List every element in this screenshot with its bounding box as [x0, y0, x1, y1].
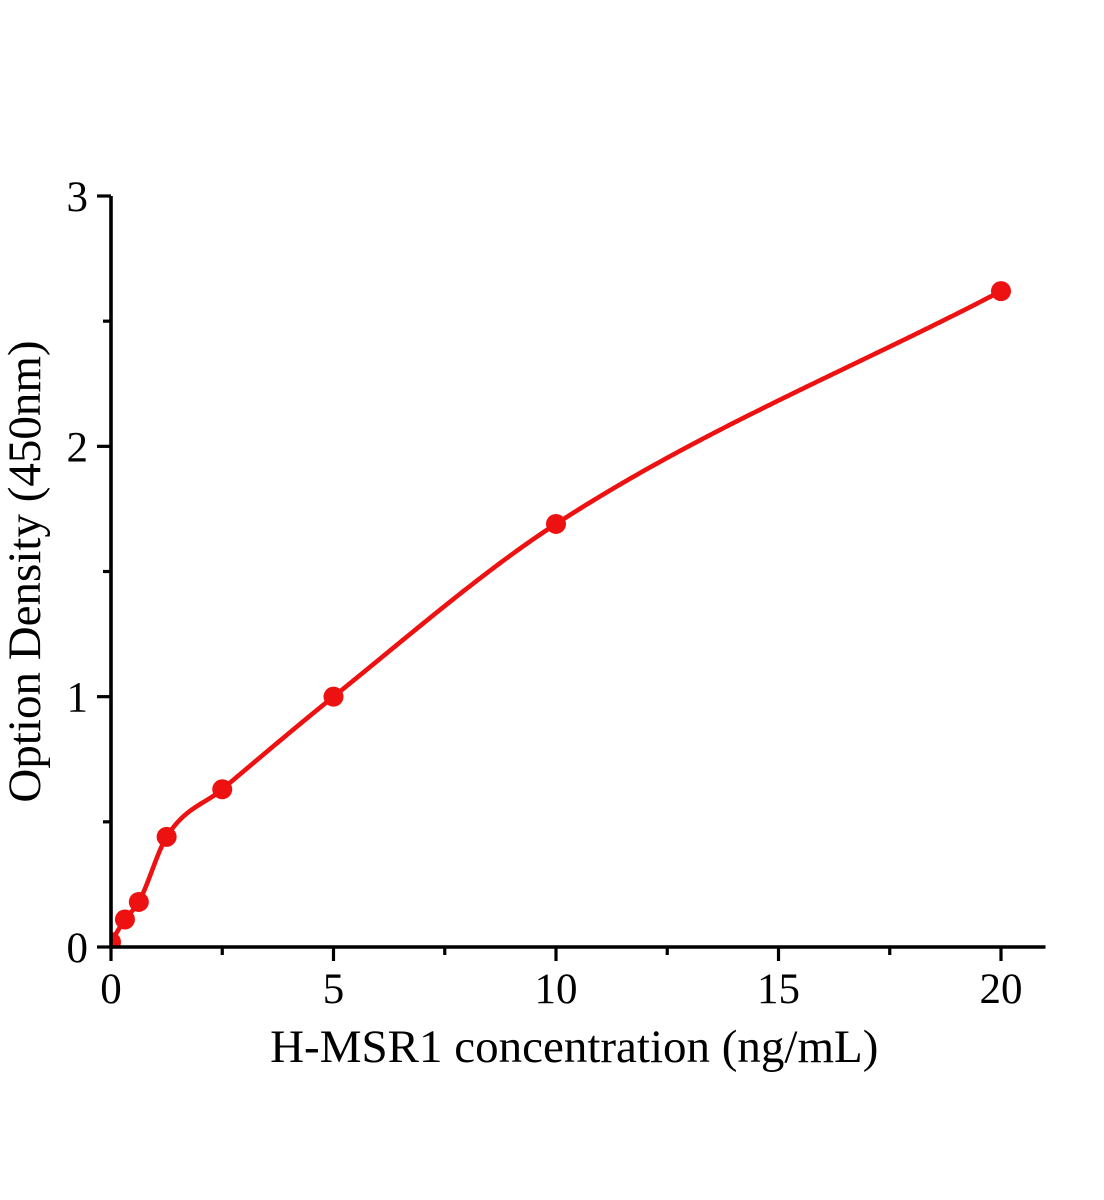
data-point: [114, 909, 135, 930]
fit-curve: [111, 288, 1004, 945]
data-point: [111, 931, 121, 947]
x-tick-label: 20: [980, 966, 1023, 1013]
y-tick-label: 1: [67, 675, 89, 722]
y-tick-label: 0: [67, 925, 89, 972]
data-point: [991, 281, 1011, 302]
data-point: [128, 891, 149, 912]
x-tick-label: 10: [535, 966, 578, 1013]
x-tick-label: 0: [100, 966, 122, 1013]
x-axis-title: H-MSR1 concentration (ng/mL): [270, 1021, 878, 1073]
data-point: [212, 779, 233, 800]
x-tick-label: 5: [323, 966, 345, 1013]
y-axis-ticks: [97, 194, 111, 949]
x-tick-label: 15: [757, 966, 800, 1013]
x-axis-ticks: [109, 947, 1003, 961]
data-point: [323, 686, 344, 707]
data-points: [111, 281, 1011, 947]
y-tick-label: 2: [67, 424, 89, 471]
y-axis-tick-labels: 0 1 2 3: [67, 174, 89, 972]
data-point: [546, 513, 566, 534]
y-axis-title: Option Density (450nm): [0, 340, 51, 802]
data-layer: [111, 281, 1011, 947]
axes: 0 5 10 15 20 0 1 2 3: [67, 174, 1046, 1013]
x-axis-tick-labels: 0 5 10 15 20: [100, 966, 1022, 1013]
data-point: [156, 826, 177, 847]
y-tick-label: 3: [67, 174, 89, 221]
